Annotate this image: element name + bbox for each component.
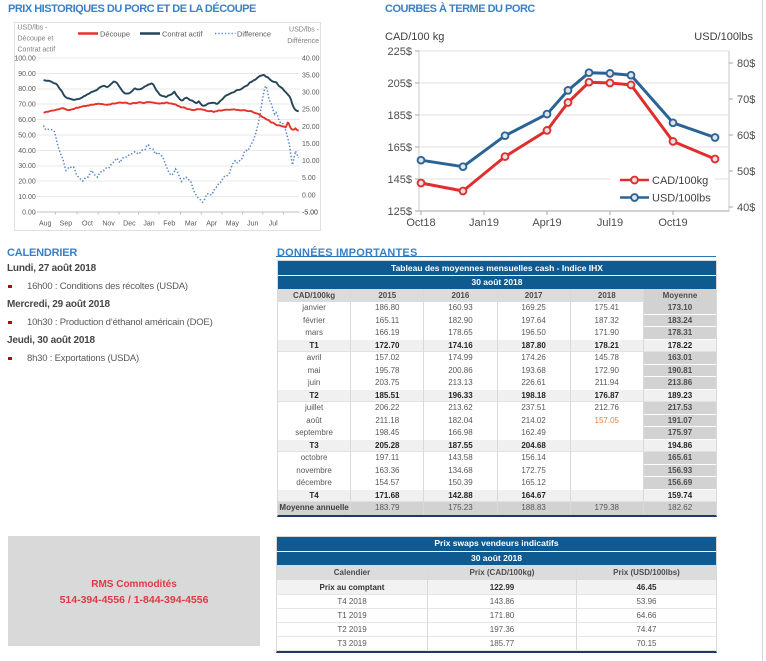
svg-text:205$: 205$ — [388, 78, 412, 90]
svg-text:Oct19: Oct19 — [658, 217, 687, 229]
svg-text:225$: 225$ — [388, 46, 412, 58]
svg-text:USD/lbs -: USD/lbs - — [18, 25, 49, 32]
svg-text:90.00: 90.00 — [18, 71, 36, 78]
svg-text:60.00: 60.00 — [18, 117, 36, 124]
svg-text:185$: 185$ — [388, 110, 412, 122]
svg-text:-5.00: -5.00 — [302, 209, 318, 216]
svg-text:-5.00: -5.00 — [302, 209, 318, 216]
svg-text:40$: 40$ — [737, 202, 755, 214]
svg-text:Oct18: Oct18 — [406, 217, 435, 229]
svg-text:60$: 60$ — [737, 130, 755, 142]
svg-text:Oct: Oct — [82, 221, 93, 228]
svg-text:50$: 50$ — [737, 166, 755, 178]
svg-text:Jul19: Jul19 — [597, 217, 623, 229]
svg-text:Contrat actif: Contrat actif — [162, 30, 203, 39]
svg-text:35.00: 35.00 — [302, 73, 320, 80]
svg-text:Apr: Apr — [206, 221, 218, 228]
svg-text:CAD/100kg: CAD/100kg — [652, 175, 708, 187]
svg-text:0.00: 0.00 — [22, 209, 36, 216]
svg-text:0.00: 0.00 — [302, 192, 316, 199]
svg-text:Feb: Feb — [163, 221, 175, 228]
svg-text:Découpe et: Découpe et — [18, 36, 54, 43]
svg-text:125$: 125$ — [388, 206, 412, 218]
svg-text:Apr19: Apr19 — [532, 217, 561, 229]
svg-text:145$: 145$ — [388, 174, 412, 186]
svg-text:Jun: Jun — [247, 221, 258, 228]
svg-text:70$: 70$ — [737, 94, 755, 106]
svg-text:Différence: Différence — [287, 38, 319, 45]
svg-text:80.00: 80.00 — [18, 86, 36, 93]
svg-text:Jan: Jan — [143, 221, 154, 228]
svg-text:10.00: 10.00 — [302, 158, 320, 165]
svg-text:165$: 165$ — [388, 142, 412, 154]
svg-text:5.00: 5.00 — [302, 175, 316, 182]
svg-text:10.00: 10.00 — [18, 194, 36, 201]
svg-text:Nov: Nov — [102, 221, 115, 228]
svg-text:Jul: Jul — [269, 221, 278, 228]
svg-text:Aug: Aug — [39, 221, 52, 228]
svg-text:20.00: 20.00 — [302, 124, 320, 131]
svg-text:20.00: 20.00 — [18, 179, 36, 186]
svg-text:100.00: 100.00 — [14, 55, 36, 62]
svg-text:USD/100lbs: USD/100lbs — [694, 31, 753, 43]
svg-text:25.00: 25.00 — [302, 107, 320, 114]
svg-text:USD/100lbs: USD/100lbs — [652, 193, 711, 205]
svg-text:Difference: Difference — [237, 30, 271, 39]
svg-text:Mar: Mar — [185, 221, 198, 228]
svg-text:Sep: Sep — [60, 221, 73, 228]
svg-text:Découpe: Découpe — [100, 30, 130, 39]
svg-text:USD/lbs -: USD/lbs - — [289, 27, 320, 34]
svg-text:50.00: 50.00 — [18, 132, 36, 139]
svg-text:30.00: 30.00 — [18, 163, 36, 170]
svg-text:Contrat actif: Contrat actif — [18, 47, 56, 54]
svg-text:40.00: 40.00 — [302, 55, 320, 62]
svg-text:80$: 80$ — [737, 58, 755, 70]
svg-text:Jan19: Jan19 — [469, 217, 499, 229]
svg-text:Dec: Dec — [123, 221, 136, 228]
svg-text:CAD/100 kg: CAD/100 kg — [385, 31, 444, 43]
svg-text:15.00: 15.00 — [302, 141, 320, 148]
svg-text:70.00: 70.00 — [18, 102, 36, 109]
svg-text:40.00: 40.00 — [18, 148, 36, 155]
svg-text:30.00: 30.00 — [302, 90, 320, 97]
svg-text:May: May — [226, 221, 240, 228]
